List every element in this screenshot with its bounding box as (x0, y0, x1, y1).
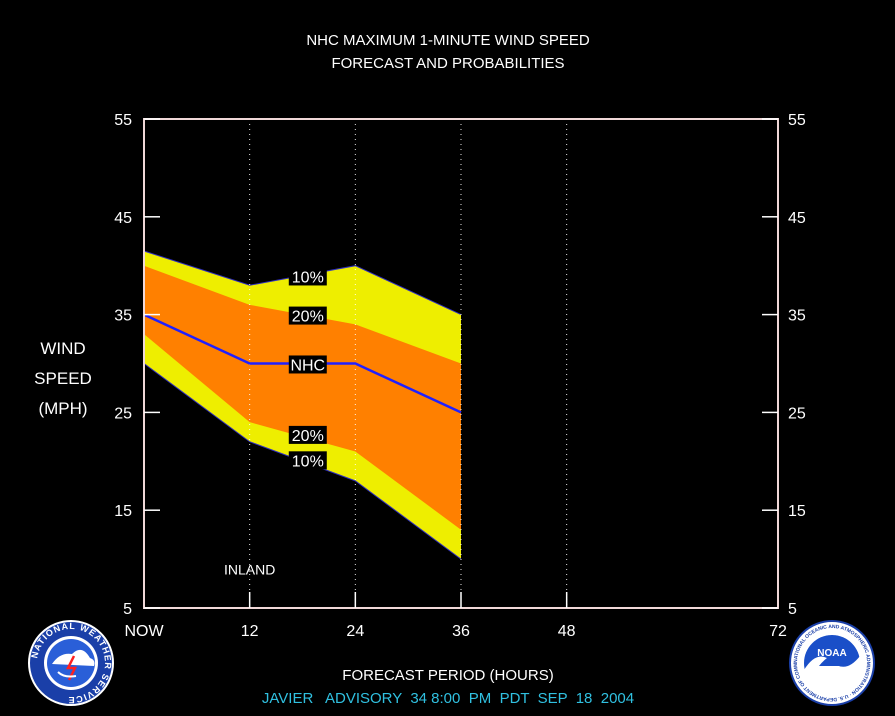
band-20-percent (144, 265, 461, 530)
inland-annotation: INLAND (224, 562, 275, 578)
band-label-0: 10% (292, 269, 324, 286)
y-tick-label-left-35: 35 (114, 308, 132, 325)
y-tick-label-right-15: 15 (788, 503, 806, 520)
y-axis-label-line1: WIND (40, 339, 86, 358)
nws-logo: NATIONAL WEATHER SERVICE (28, 620, 114, 706)
band-label-2: NHC (290, 357, 325, 374)
y-tick-label-right-5: 5 (788, 601, 797, 618)
x-axis-label: FORECAST PERIOD (HOURS) (342, 667, 553, 684)
noaa-logo-center: NOAA (817, 648, 846, 659)
band-label-box-0 (288, 267, 327, 286)
y-axis-label-line2: SPEED (34, 369, 92, 388)
probability-bands (143, 250, 462, 560)
advisory-time: 8:00 (431, 690, 460, 707)
x-axis-ticks: NOW 12 24 36 48 72 (124, 592, 787, 640)
advisory-date: SEP 18 2004 (538, 690, 634, 707)
advisory-ampm: PM (469, 690, 492, 707)
y-axis-label-line3: (MPH) (38, 399, 88, 418)
advisory-zone: PDT (500, 690, 530, 707)
y-tick-label-left-45: 45 (114, 210, 132, 227)
band-labels: 10% 20% NHC 20% 10% (288, 267, 327, 470)
y-tick-label-right-55: 55 (788, 112, 806, 129)
chart-title: NHC MAXIMUM 1-MINUTE WIND SPEED (306, 32, 590, 49)
x-tick-label-36: 36 (452, 623, 470, 640)
noaa-logo: NOAA NATIONAL OCEANIC AND ATMOSPHERIC AD… (789, 620, 875, 706)
y-tick-label-left-15: 15 (114, 503, 132, 520)
storm-name: JAVIER (262, 690, 314, 707)
y-tick-label-right-35: 35 (788, 308, 806, 325)
band-label-box-1 (288, 306, 327, 325)
advisory-line: JAVIER ADVISORY 34 8:00 PM PDT SEP 18 20… (262, 690, 634, 707)
band-label-box-3 (288, 425, 327, 444)
y-tick-label-left-25: 25 (114, 405, 132, 422)
chart-subtitle: FORECAST AND PROBABILITIES (331, 55, 564, 72)
band-label-box-2 (288, 355, 327, 374)
y-tick-label-left-55: 55 (114, 112, 132, 129)
band-label-1: 20% (292, 309, 324, 326)
x-tick-label-72: 72 (769, 623, 787, 640)
band-label-box-4 (288, 451, 327, 470)
x-tick-label-0: NOW (124, 623, 164, 640)
x-tick-label-12: 12 (241, 623, 259, 640)
x-tick-label-48: 48 (558, 623, 576, 640)
band-label-4: 10% (292, 453, 324, 470)
advisory-word: ADVISORY (325, 690, 402, 707)
x-tick-label-24: 24 (346, 623, 364, 640)
y-tick-label-right-25: 25 (788, 405, 806, 422)
advisory-number: 34 (410, 690, 427, 707)
y-tick-label-right-45: 45 (788, 210, 806, 227)
band-label-3: 20% (292, 428, 324, 445)
y-tick-label-left-5: 5 (123, 601, 132, 618)
